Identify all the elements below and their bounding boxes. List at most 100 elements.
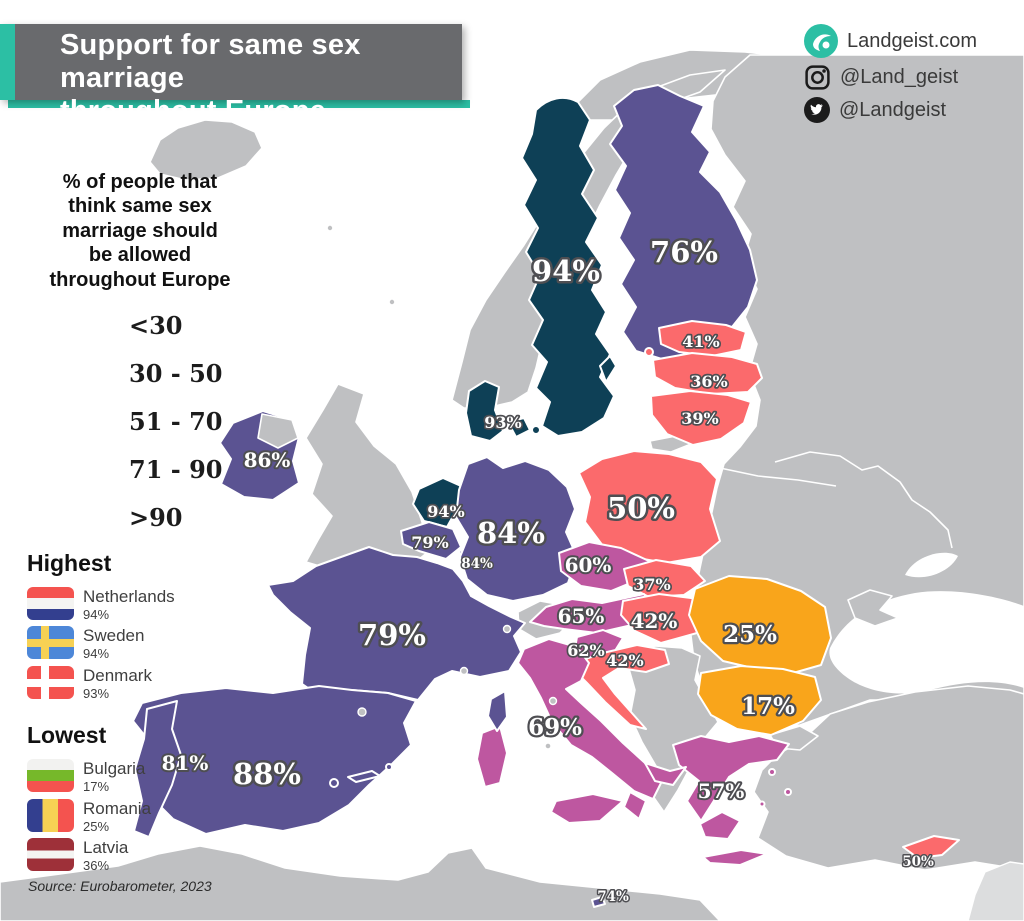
map-label-portugal: 81%: [162, 751, 209, 775]
country-greece: [672, 735, 790, 822]
country-croatia: [574, 644, 670, 730]
sea-of-azov: [905, 552, 958, 578]
country-latvia: [652, 352, 763, 395]
website-row: Landgeist.com: [804, 24, 977, 58]
denmark-flag-icon: [27, 665, 74, 699]
border-line-east-1: [774, 451, 953, 549]
balearic-island-1: [329, 778, 339, 788]
microstate-vatican: [544, 742, 552, 750]
region-north-africa: [0, 845, 721, 921]
legend-title-line: throughout Europe: [49, 268, 231, 291]
country-turkey: [753, 685, 1024, 871]
country-name: Netherlands: [83, 587, 175, 606]
greek-island-1: [768, 768, 776, 776]
legend-title-line: be allowed: [88, 244, 192, 267]
legend-item-30-50: 30 - 50: [33, 356, 274, 392]
country-denmark: [465, 380, 504, 442]
island-crete: [702, 849, 768, 866]
bulgaria-flag-icon: [27, 759, 74, 793]
legend-swatch-30-50: [33, 356, 99, 392]
twitter-handle-label: @Landgeist: [839, 98, 947, 121]
legend-item-over-90: >90: [33, 500, 274, 536]
legend-label-under-30: <30: [129, 311, 183, 341]
country-bulgaria: [697, 665, 822, 736]
title-accent-bar: [0, 24, 15, 100]
region-puglia: [644, 762, 687, 786]
country-netherlands: [412, 477, 462, 528]
map-label-latvia: 36%: [690, 372, 727, 391]
map-label-slovenia: 62%: [567, 641, 604, 660]
country-poland: [578, 450, 721, 564]
balearic-island-3: [385, 763, 393, 771]
country-norway: [451, 69, 726, 409]
sweden-flag-icon: [27, 626, 74, 660]
country-cyprus: [902, 835, 960, 859]
greek-island-2: [784, 788, 792, 796]
country-value: 94%: [83, 606, 110, 622]
branding-block: Landgeist.com @Land_geist @Landgeist: [804, 24, 977, 123]
country-slovakia: [623, 559, 706, 598]
legend-items: <30 30 - 50 51 - 70 71 - 90 >90: [6, 308, 274, 536]
highest-block: Highest Netherlands 94% Sweden 94% Denma…: [27, 550, 217, 700]
title-banner: Support for same sex marriage throughout…: [0, 24, 462, 127]
legend-item-71-90: 71 - 90: [33, 452, 274, 488]
legend-swatch-71-90: [33, 452, 99, 488]
page-title-line1: Support for same sex marriage: [60, 29, 361, 95]
map-label-greece: 57%: [698, 779, 745, 803]
region-northern-ireland: [257, 413, 299, 449]
country-name: Romania: [83, 798, 152, 818]
latvia-flag-icon: [27, 838, 74, 872]
country-lithuania: [650, 390, 752, 446]
map-label-spain: 88%: [233, 757, 301, 791]
map-label-denmark: 93%: [484, 413, 521, 432]
instagram-handle-label: @Land_geist: [840, 66, 959, 88]
country-sweden: [521, 96, 615, 437]
page-title-line2: throughout Europe: [60, 95, 326, 128]
highest-row-sweden: Sweden 94%: [27, 626, 217, 660]
danish-island-2: [531, 425, 541, 435]
island-corsica: [487, 690, 508, 732]
map-label-croatia: 42%: [606, 651, 643, 670]
region-calabria: [623, 791, 647, 820]
country-belgium: [400, 521, 462, 560]
region-crimea: [847, 589, 899, 627]
map-label-belgium: 79%: [411, 533, 448, 552]
map-label-cyprus: 50%: [902, 854, 934, 870]
danish-islands: [507, 417, 531, 438]
lowest-block: Lowest Bulgaria 17% Romania 25% Latvia: [27, 722, 217, 872]
map-label-romania: 25%: [723, 621, 777, 648]
lowest-row-latvia: Latvia 36%: [27, 838, 217, 872]
legend: % of people that think same sex marriage…: [6, 170, 274, 548]
legend-title-line: % of people that: [62, 171, 218, 193]
title-underline: [8, 100, 470, 108]
region-middle-east: [967, 861, 1024, 921]
map-label-slovakia: 37%: [633, 575, 670, 594]
country-romania: [688, 575, 832, 674]
country-name: Bulgaria: [83, 759, 146, 779]
legend-swatch-under-30: [33, 308, 99, 344]
map-label-ireland: 86%: [244, 448, 291, 472]
lowest-row-romania: Romania 25%: [27, 798, 217, 833]
border-line-east-2: [719, 467, 837, 487]
legend-item-51-70: 51 - 70: [33, 404, 274, 440]
faroe-islands: [326, 224, 334, 232]
estonian-islands: [644, 347, 654, 357]
map-label-poland: 50%: [607, 491, 675, 525]
country-value: 93%: [83, 685, 110, 701]
legend-label-30-50: 30 - 50: [129, 359, 223, 389]
map-label-finland: 76%: [650, 235, 718, 269]
instagram-row: @Land_geist: [804, 64, 977, 91]
country-value: 17%: [83, 779, 110, 795]
map-label-netherlands: 94%: [427, 502, 464, 521]
legend-title-line: marriage should: [62, 219, 218, 242]
greek-island-3: [758, 800, 766, 808]
netherlands-flag-icon: [27, 587, 74, 620]
island-sicily: [550, 793, 624, 824]
country-estonia: [658, 320, 747, 357]
legend-title: % of people that think same sex marriage…: [6, 170, 274, 292]
legend-label-71-90: 71 - 90: [129, 455, 223, 485]
landgeist-logo-icon: [804, 24, 838, 58]
country-value: 36%: [83, 858, 110, 874]
